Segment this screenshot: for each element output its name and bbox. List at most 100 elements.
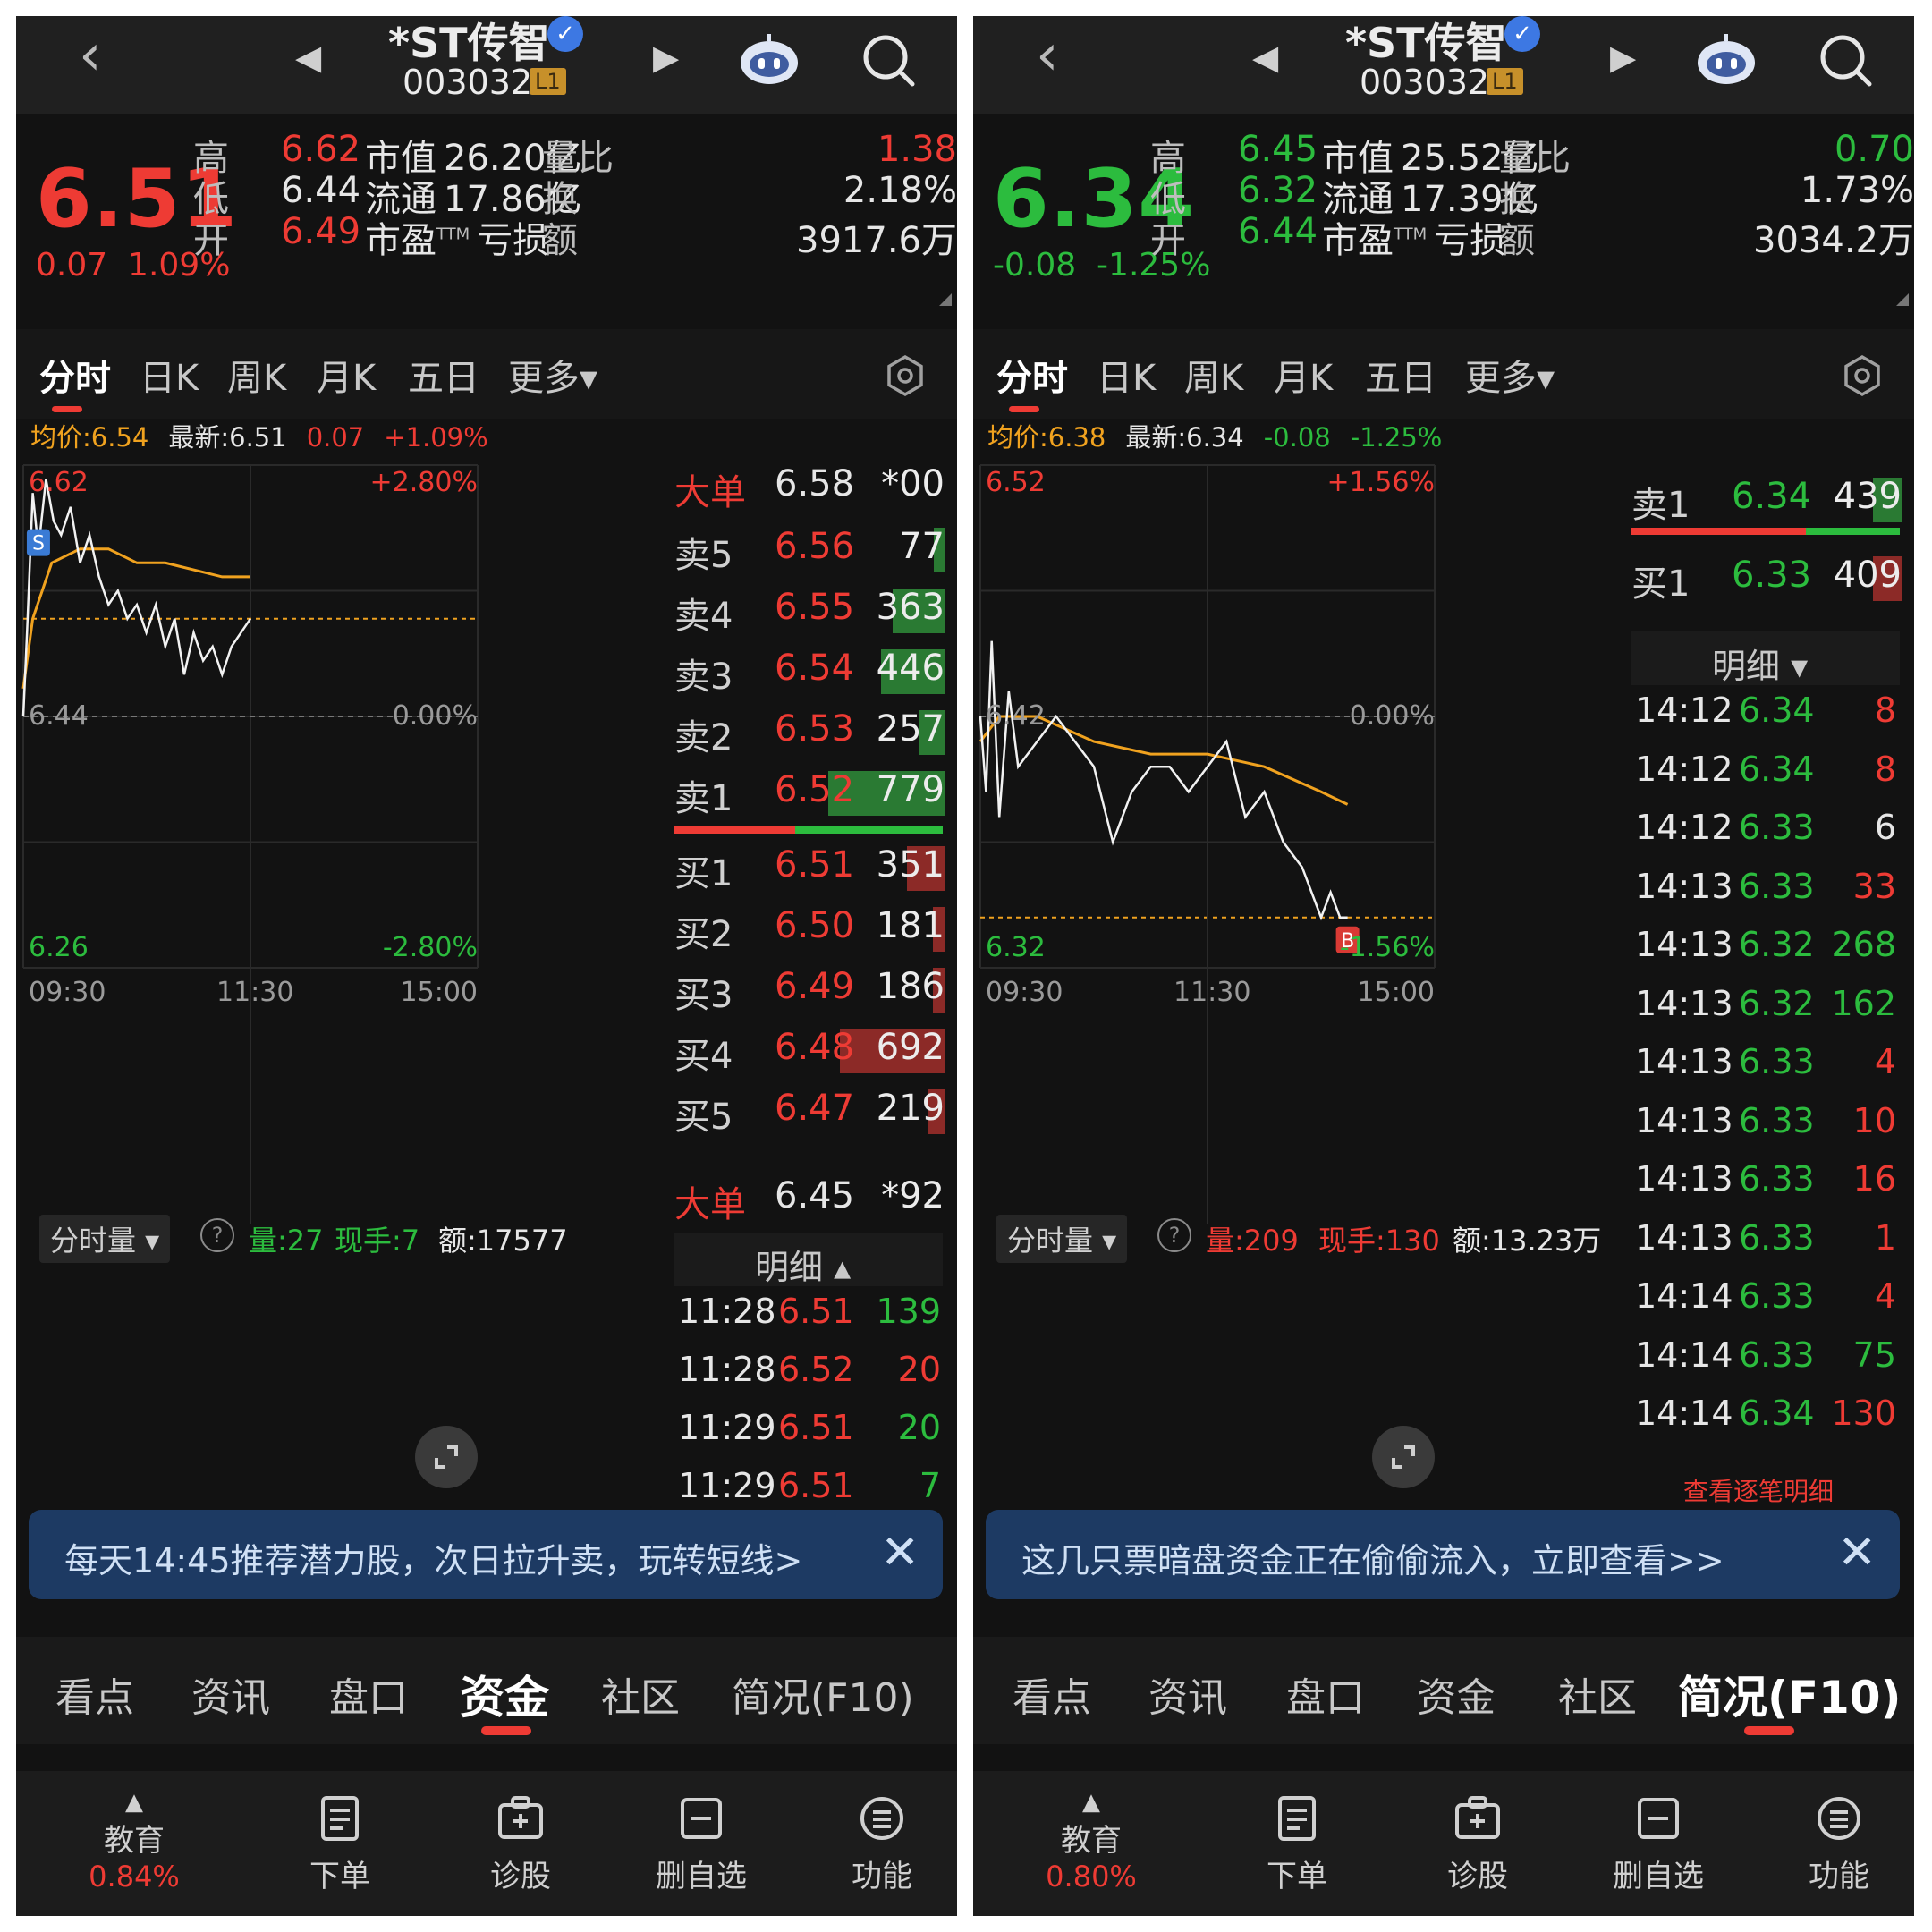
bid-row[interactable]: 买3 6.49 186 [671, 962, 957, 1016]
quote-label-2-text: 市盈 [1322, 220, 1394, 261]
bottom-tab-2[interactable]: 盘口 [1286, 1675, 1365, 1721]
expand-chart-icon[interactable] [415, 1426, 478, 1488]
order-button[interactable]: 下单 [268, 1785, 411, 1895]
bottom-tab-2[interactable]: 盘口 [329, 1675, 408, 1721]
intraday-chart[interactable]: S [16, 458, 481, 1224]
expand-chart-icon[interactable] [1372, 1426, 1435, 1488]
tab-0[interactable]: 分时 [39, 358, 111, 399]
robot-assistant-icon[interactable] [1694, 30, 1758, 88]
ask-row[interactable]: 卖4 6.55 363 [671, 583, 957, 637]
detail-title[interactable]: 明细 ▾ [1712, 647, 1809, 686]
big-order-row[interactable]: 大单 6.45 *92 [671, 1172, 957, 1225]
volume-type-dropdown[interactable]: 分时量 ▾ [39, 1215, 171, 1263]
diagnose-button[interactable]: 诊股 [1406, 1785, 1549, 1895]
remove-watchlist-label: 删自选 [1613, 1859, 1704, 1894]
expand-corner-icon[interactable] [1896, 293, 1909, 306]
prev-stock-icon[interactable]: ◀ [1252, 38, 1279, 77]
ask-row[interactable]: 卖1 6.34 439 [1628, 472, 1914, 526]
expand-corner-icon[interactable] [939, 293, 952, 306]
help-icon[interactable]: ? [200, 1218, 234, 1252]
next-stock-icon[interactable]: ▶ [1610, 38, 1637, 77]
tab-5[interactable]: 更多▾ [508, 358, 598, 399]
bid-row[interactable]: 买1 6.51 351 [671, 841, 957, 894]
bottom-tab-1[interactable]: 资讯 [191, 1675, 270, 1721]
big-order-row[interactable]: 大单 6.58 *00 [671, 460, 957, 513]
back-icon[interactable]: ‹ [1036, 22, 1059, 89]
back-icon[interactable]: ‹ [79, 22, 102, 89]
close-icon[interactable]: ✕ [880, 1526, 919, 1580]
tab-1[interactable]: 日K [140, 358, 199, 399]
order-button[interactable]: 下单 [1225, 1785, 1368, 1895]
ask-row[interactable]: 卖1 6.52 779 [671, 766, 957, 819]
bid-row[interactable]: 买4 6.48 692 [671, 1023, 957, 1077]
tab-0[interactable]: 分时 [996, 358, 1068, 399]
buy-marker[interactable] [1335, 926, 1360, 953]
sell-marker[interactable] [26, 529, 50, 556]
detail-header[interactable]: 明细 ▴ [674, 1233, 943, 1287]
settings-icon[interactable] [1841, 354, 1884, 397]
tab-5[interactable]: 更多▾ [1465, 358, 1555, 399]
banner-text[interactable]: 这几只票暗盘资金正在偷偷流入，立即查看>> [1021, 1541, 1724, 1580]
top-nav-bar: ‹ ◀ *ST传智 ✓ 003032 L1 ▶ [973, 16, 1914, 114]
volume-qty: 量:209 [1206, 1224, 1299, 1258]
period-tabs: 分时 日K 周K 月K 五日 更多▾ [973, 329, 1914, 419]
function-button[interactable]: 功能 [1767, 1785, 1911, 1895]
bottom-tab-5[interactable]: 简况(F10) [1678, 1672, 1902, 1724]
bid-row[interactable]: 买2 6.50 181 [671, 902, 957, 955]
bottom-tab-5[interactable]: 简况(F10) [732, 1675, 914, 1721]
diagnose-button[interactable]: 诊股 [449, 1785, 592, 1895]
settings-icon[interactable] [884, 354, 927, 397]
tab-1[interactable]: 日K [1097, 358, 1157, 399]
help-icon[interactable]: ? [1157, 1218, 1191, 1252]
bottom-tab-4[interactable]: 社区 [1558, 1675, 1637, 1721]
bottom-tab-3[interactable]: 资金 [1417, 1675, 1496, 1721]
promo-banner[interactable]: 每天14:45推荐潜力股，次日拉升卖，玩转短线> ✕ [29, 1510, 943, 1599]
price-line [979, 640, 1348, 921]
bottom-tab-0[interactable]: 看点 [1013, 1675, 1091, 1721]
bottom-tab-4[interactable]: 社区 [601, 1675, 680, 1721]
search-icon[interactable] [1818, 32, 1875, 89]
intraday-chart[interactable]: B [973, 458, 1438, 1224]
tick-price: 6.32 [1739, 925, 1815, 964]
close-icon[interactable]: ✕ [1837, 1526, 1877, 1580]
quote-label-2: 流通 17.86亿 [365, 170, 582, 222]
bottom-tab-3[interactable]: 资金 [460, 1672, 549, 1724]
ask-row[interactable]: 卖3 6.54 446 [671, 644, 957, 698]
x-axis-end: 15:00 [400, 977, 478, 1008]
function-button[interactable]: 功能 [810, 1785, 953, 1895]
y-axis-top-pct: +2.80% [369, 467, 478, 498]
chart-info-line: 均价:6.54 最新:6.51 0.07 +1.09% [30, 417, 508, 454]
quote-label: 开 [1150, 220, 1186, 261]
detail-title[interactable]: 明细 ▴ [755, 1248, 852, 1287]
ask-row[interactable]: 卖2 6.53 257 [671, 705, 957, 758]
banner-text[interactable]: 每天14:45推荐潜力股，次日拉升卖，玩转短线> [64, 1541, 803, 1580]
education-button[interactable]: ▲ 教育 0.80% [1020, 1789, 1163, 1894]
robot-assistant-icon[interactable] [737, 30, 801, 88]
bottom-tab-1[interactable]: 资讯 [1148, 1675, 1227, 1721]
remove-watchlist-button[interactable]: 删自选 [1587, 1785, 1730, 1895]
prev-stock-icon[interactable]: ◀ [295, 38, 322, 77]
detail-header[interactable]: 明细 ▾ [1631, 631, 1900, 686]
tab-4[interactable]: 五日 [408, 358, 479, 399]
bid-row[interactable]: 买1 6.33 409 [1628, 551, 1914, 605]
tab-3[interactable]: 月K [1274, 358, 1334, 399]
tab-2[interactable]: 周K [1184, 358, 1244, 399]
next-stock-icon[interactable]: ▶ [653, 38, 680, 77]
volume-type-dropdown[interactable]: 分时量 ▾ [996, 1215, 1128, 1263]
remove-watchlist-button[interactable]: 删自选 [630, 1785, 773, 1895]
view-all-ticks-link[interactable]: 查看逐笔明细 [1683, 1477, 1835, 1506]
tab-4[interactable]: 五日 [1365, 358, 1436, 399]
bid-row[interactable]: 买5 6.47 219 [671, 1084, 957, 1138]
tab-2[interactable]: 周K [227, 358, 287, 399]
education-label: 教育 [104, 1823, 165, 1859]
bottom-tab-0[interactable]: 看点 [55, 1675, 134, 1721]
ask-row[interactable]: 卖5 6.56 77 [671, 522, 957, 576]
row-label: 卖4 [674, 596, 733, 637]
tab-3[interactable]: 月K [317, 358, 377, 399]
tab-underline [52, 406, 82, 412]
education-button[interactable]: ▲ 教育 0.84% [63, 1789, 206, 1894]
row-volume: 186 [876, 966, 945, 1007]
search-icon[interactable] [860, 32, 918, 89]
tick-price: 6.33 [1739, 1100, 1815, 1140]
promo-banner[interactable]: 这几只票暗盘资金正在偷偷流入，立即查看>> ✕ [986, 1510, 1900, 1599]
